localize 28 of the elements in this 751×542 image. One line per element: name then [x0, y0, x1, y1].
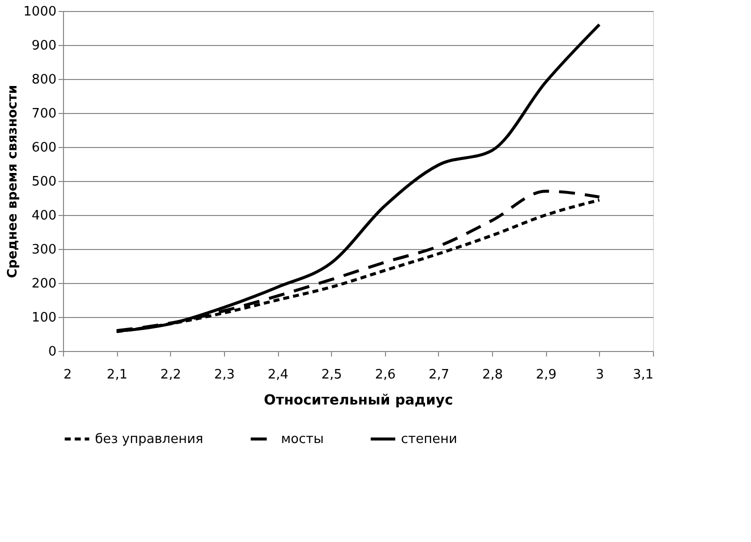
y-axis-title: Среднее время связности	[5, 84, 20, 278]
x-tick-label: 2,2	[160, 368, 182, 382]
x-axis-title: Относительный радиус	[264, 392, 454, 408]
x-tick-label: 2,1	[106, 368, 128, 382]
legend-label: степени	[401, 432, 458, 447]
y-tick-label: 500	[32, 174, 56, 190]
x-tick-label: 2,8	[482, 368, 503, 382]
x-tick-label: 3	[596, 368, 604, 382]
x-tick-label: 2,7	[428, 368, 450, 382]
x-tick-label: 2,5	[321, 368, 342, 382]
x-tick-label: 2,4	[268, 368, 288, 382]
y-tick-label: 800	[32, 72, 56, 88]
legend-label: мосты	[281, 432, 324, 447]
y-tick-label: 1000	[23, 4, 56, 20]
legend-label: без управления	[95, 432, 204, 447]
y-tick-label: 300	[32, 242, 56, 258]
x-tick-label: 2,9	[536, 368, 557, 382]
x-tick-label: 3,1	[632, 368, 654, 382]
y-tick-label: 100	[32, 310, 56, 326]
x-tick-label: 2,6	[374, 368, 396, 382]
x-tick-label: 2,3	[214, 368, 235, 382]
y-tick-label: 0	[48, 344, 56, 360]
y-tick-label: 400	[32, 208, 56, 224]
y-tick-label: 900	[32, 38, 56, 54]
y-tick-label: 600	[32, 140, 56, 156]
x-tick-label: 2	[64, 368, 72, 382]
y-tick-label: 700	[32, 106, 56, 122]
y-tick-label: 200	[32, 276, 56, 292]
